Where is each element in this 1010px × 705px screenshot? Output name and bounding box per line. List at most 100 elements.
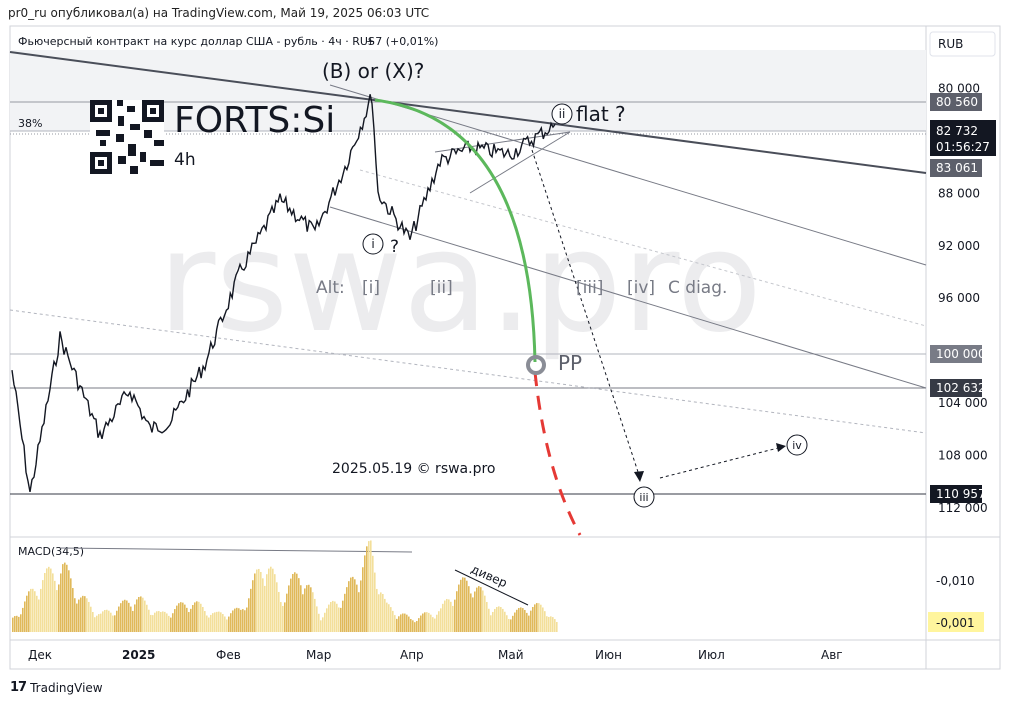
macd-bar (436, 614, 438, 632)
price-tag-bg (930, 159, 982, 177)
macd-bar (532, 607, 534, 632)
i-question: ? (390, 237, 399, 257)
macd-bar (32, 588, 34, 632)
macd-bar (112, 615, 114, 632)
macd-bar (208, 617, 210, 632)
macd-bar (476, 587, 478, 632)
macd-bar (100, 613, 102, 632)
macd-bar (430, 614, 432, 632)
macd-bar (218, 611, 220, 632)
pp-label: PP (558, 351, 582, 375)
tradingview-logo-icon: 17 (10, 680, 27, 695)
price-tick: 108 000 (938, 448, 988, 462)
macd-bar (138, 597, 140, 632)
time-tick: Дек (28, 648, 52, 662)
watermark: rswa.pro (158, 201, 762, 364)
macd-bar (266, 574, 268, 632)
arrow-head-iv (776, 443, 786, 452)
macd-bar (408, 616, 410, 632)
macd-bar (60, 573, 62, 632)
alt-iv: [iv] (627, 278, 655, 298)
macd-bar (36, 595, 38, 632)
time-axis[interactable]: Дек 2025 Фев Мар Апр Май Июн Июл Авг (28, 648, 843, 662)
macd-bar (546, 616, 548, 632)
price-tag-label: 110 957 (936, 487, 986, 501)
macd-bar (108, 610, 110, 632)
macd-bar (444, 600, 446, 632)
macd-label: MACD(34,5) (18, 545, 84, 558)
macd-bar (132, 610, 134, 632)
macd-bar (14, 616, 16, 632)
symbol-name: FORTS:Si (174, 100, 335, 141)
macd-bar (12, 617, 14, 632)
macd-bar (248, 598, 250, 632)
macd-bar (226, 619, 228, 632)
last-price-tag (930, 120, 996, 156)
time-tick: Апр (400, 648, 424, 662)
macd-bar (344, 593, 346, 632)
macd-bar (264, 585, 266, 632)
time-tick: Июн (595, 648, 622, 662)
macd-bar (480, 587, 482, 632)
macd-bar (346, 587, 348, 632)
macd-bar (52, 573, 54, 632)
macd-bar (80, 597, 82, 632)
price-axis[interactable]: 80 000 88 000 92 000 96 000 104 000 108 000 11… (938, 82, 988, 515)
macd-bar (422, 613, 424, 632)
macd-bar (180, 602, 182, 632)
macd-bar (356, 584, 358, 632)
macd-bar (310, 587, 312, 632)
macd-bar (402, 613, 404, 632)
macd-bar (54, 580, 56, 632)
currency-button[interactable] (929, 31, 996, 57)
macd-bar (168, 615, 170, 632)
alt-c-diag: C diag. (668, 278, 727, 298)
macd-bar (102, 611, 104, 632)
macd-bar (204, 611, 206, 632)
macd-bar (360, 580, 362, 632)
price-tick: 112 000 (938, 501, 988, 515)
i-label: i (371, 237, 374, 251)
macd-bar (376, 588, 378, 632)
macd-bar (394, 615, 396, 632)
iv-circle (786, 434, 808, 456)
macd-bar (410, 618, 412, 632)
macd-bar (446, 598, 448, 632)
macd-bar (78, 599, 80, 632)
macd-bar (538, 603, 540, 632)
macd-bar (342, 600, 344, 632)
macd-bar (308, 584, 310, 632)
macd-bar (442, 603, 444, 632)
iv-label: iv (792, 439, 802, 452)
macd-bar (24, 601, 26, 632)
macd-bar (224, 616, 226, 632)
macd-bar (116, 610, 118, 632)
macd-bar (358, 592, 360, 632)
time-tick: Июл (698, 648, 725, 662)
price-tag-label: 102 632 (936, 381, 986, 395)
macd-bar (148, 609, 150, 632)
macd-bar (544, 611, 546, 632)
macd-bar (486, 601, 488, 632)
macd-bar (16, 615, 18, 632)
i-circle (362, 233, 384, 255)
macd-bar (534, 604, 536, 632)
macd-bar (454, 599, 456, 632)
macd-bar (214, 612, 216, 632)
macd-bar (512, 615, 514, 632)
ii-circle (551, 103, 573, 125)
macd-bar (98, 614, 100, 632)
macd-bar (292, 574, 294, 632)
macd-bar (320, 620, 322, 632)
macd-bar (420, 615, 422, 632)
macd-bar (378, 594, 380, 632)
macd-bar (158, 611, 160, 632)
time-tick: Мар (306, 648, 331, 662)
alt-ii: [ii] (430, 278, 453, 298)
macd-bar (286, 593, 288, 632)
macd-bar (26, 595, 28, 632)
macd-bar (330, 602, 332, 632)
price-tag-label: 83 061 (936, 161, 978, 175)
price-tags: 80 560 83 061 100 000 102 632 110 957 82 732 0… (930, 93, 996, 503)
